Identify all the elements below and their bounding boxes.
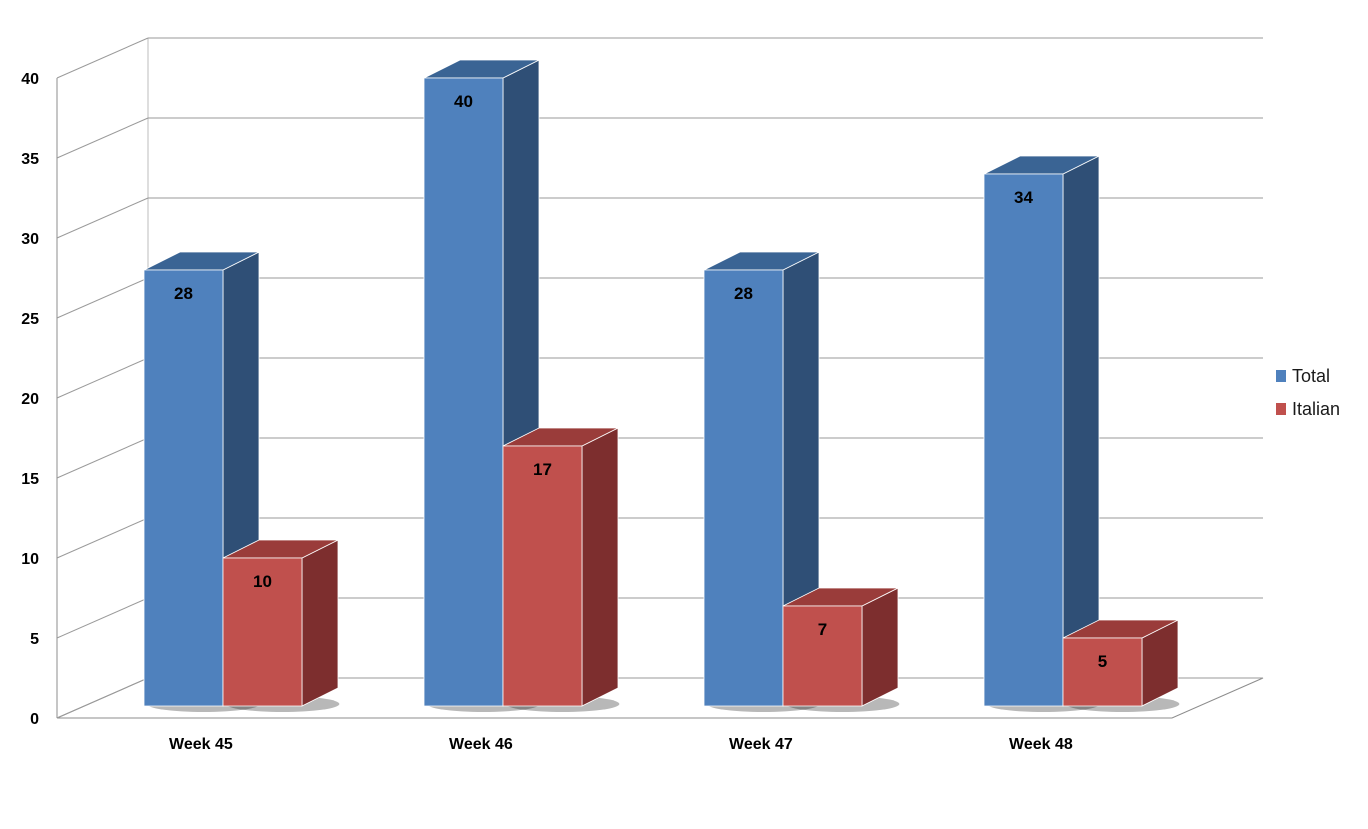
- legend-label-italian: Italian: [1292, 399, 1340, 419]
- bars: [143, 59, 1179, 707]
- legend-swatch-italian: [1276, 403, 1286, 415]
- y-tick-label: 5: [30, 631, 39, 648]
- bar-total-1: [423, 77, 504, 707]
- bar-side-italian-2: [861, 587, 899, 707]
- gridline-diagonal: [56, 357, 149, 399]
- bar-italian-0: [222, 557, 303, 707]
- data-label-total-0: 28: [174, 284, 193, 303]
- bar-total-2: [703, 269, 784, 707]
- bar-total-3: [983, 173, 1064, 707]
- y-tick-label: 20: [21, 391, 39, 408]
- data-label-italian-2: 7: [818, 620, 827, 639]
- gridline-diagonal: [56, 37, 149, 79]
- y-tick-label: 40: [21, 71, 39, 88]
- legend-swatch-total: [1276, 370, 1286, 382]
- x-tick-label: Week 45: [169, 736, 233, 753]
- data-label-total-3: 34: [1014, 188, 1033, 207]
- data-label-italian-3: 5: [1098, 652, 1107, 671]
- gridline-diagonal: [56, 677, 149, 719]
- x-tick-label: Week 47: [729, 736, 793, 753]
- y-tick-label: 10: [21, 551, 39, 568]
- legend: Total Italian: [1276, 366, 1340, 419]
- gridline-diagonal: [56, 277, 149, 319]
- bar-italian-2: [782, 605, 863, 707]
- gridline-diagonal: [56, 197, 149, 239]
- y-tick-label: 25: [21, 311, 39, 328]
- bar-total-0: [143, 269, 224, 707]
- x-axis-labels: Week 45 Week 46 Week 47 Week 48: [169, 736, 1073, 753]
- bar-side-italian-0: [301, 539, 339, 707]
- gridline-diagonal: [56, 517, 149, 559]
- gridline-diagonal: [56, 597, 149, 639]
- x-tick-label: Week 48: [1009, 736, 1073, 753]
- data-label-total-2: 28: [734, 284, 753, 303]
- data-labels: 28 10 40 17 28 7 34 5: [174, 92, 1107, 671]
- bar-italian-3: [1062, 637, 1143, 707]
- data-label-total-1: 40: [454, 92, 473, 111]
- y-tick-label: 15: [21, 471, 39, 488]
- y-tick-label: 35: [21, 151, 39, 168]
- y-tick-label: 0: [30, 711, 39, 728]
- gridline-diagonal: [56, 117, 149, 159]
- legend-label-total: Total: [1292, 366, 1330, 386]
- bar-italian-1: [502, 445, 583, 707]
- y-axis-ticks: 0 5 10 15 20 25 30 35 40: [21, 71, 39, 728]
- data-label-italian-0: 10: [253, 572, 272, 591]
- bar-side-italian-1: [581, 427, 619, 707]
- x-tick-label: Week 46: [449, 736, 513, 753]
- y-tick-label: 30: [21, 231, 39, 248]
- data-label-italian-1: 17: [533, 460, 552, 479]
- gridline-diagonal: [56, 437, 149, 479]
